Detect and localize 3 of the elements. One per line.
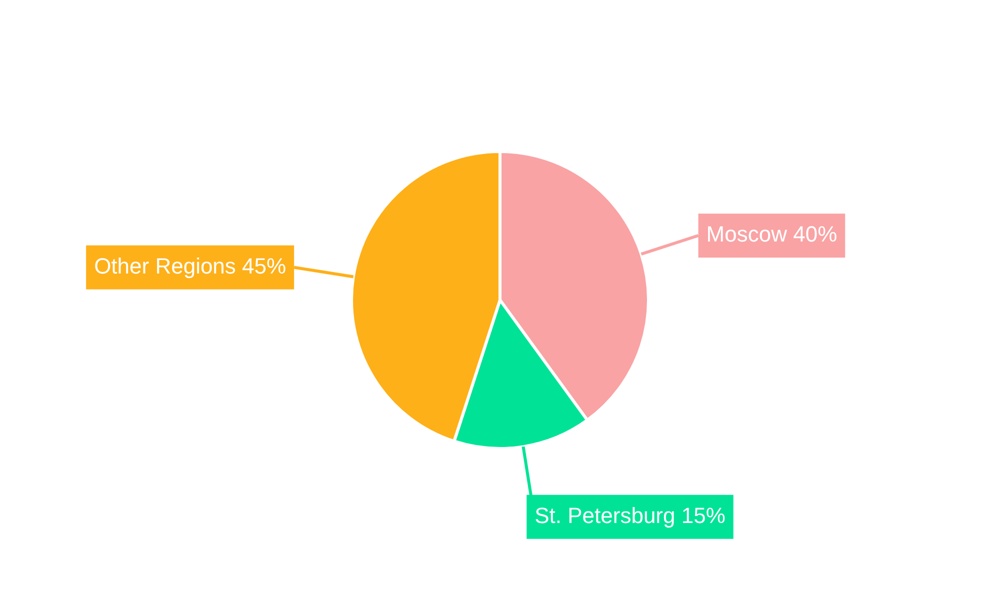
slice-label: Moscow 40% [706,222,838,247]
slice-label: Other Regions 45% [94,253,286,278]
slice-label: St. Petersburg 15% [534,502,726,528]
